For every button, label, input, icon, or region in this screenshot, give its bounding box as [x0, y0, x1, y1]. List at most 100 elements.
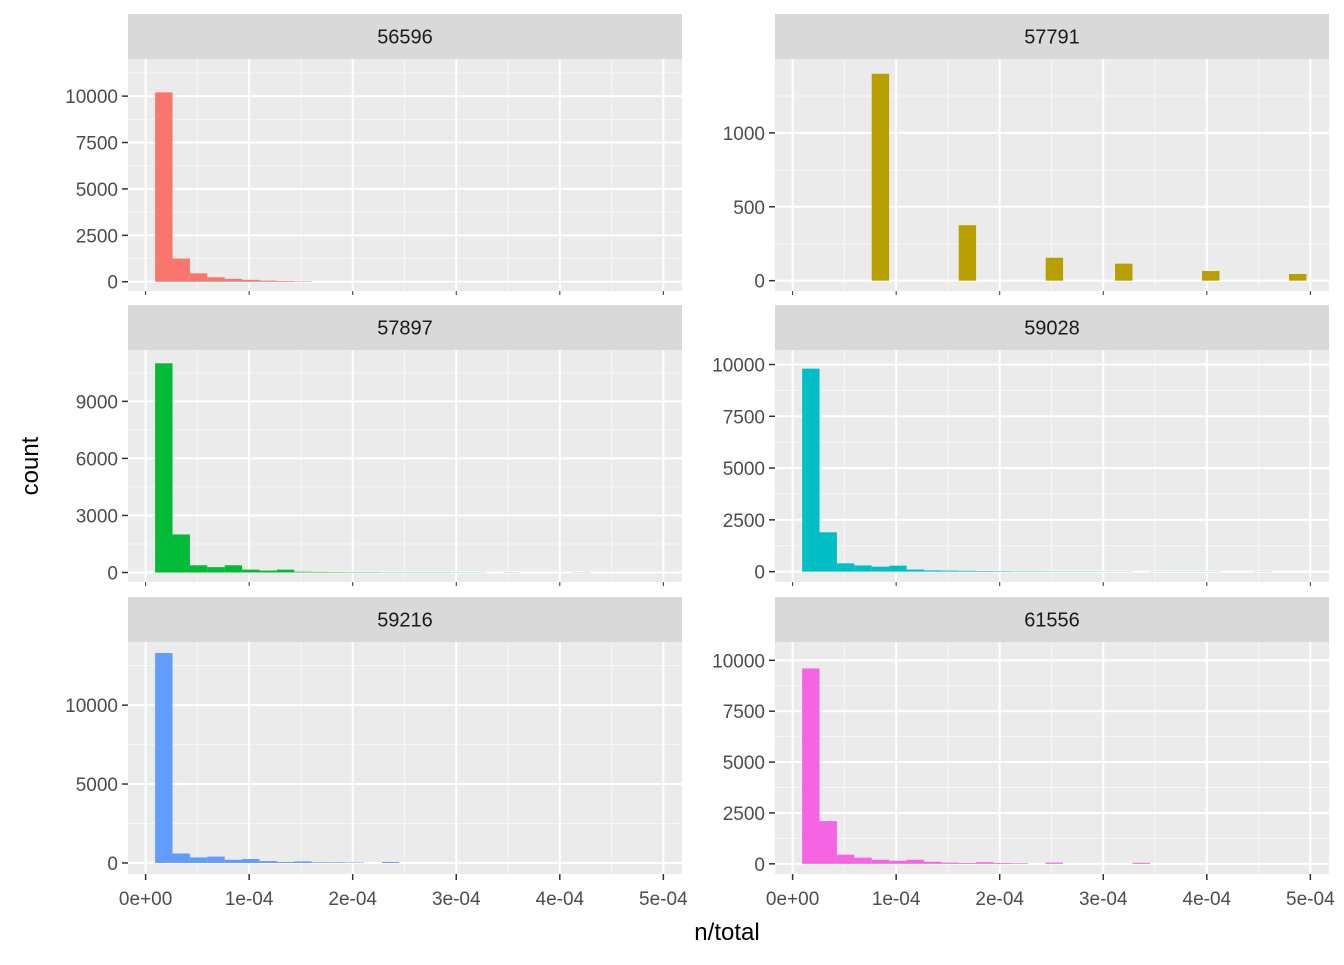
y-tick-label: 2500 — [723, 511, 765, 532]
histogram-bar — [1115, 264, 1132, 281]
y-tick-label: 5000 — [76, 180, 118, 201]
histogram-bar — [277, 570, 294, 573]
histogram-bar — [837, 855, 854, 864]
histogram-bar — [820, 532, 837, 571]
histogram-bar — [837, 563, 854, 571]
panel-background — [128, 350, 682, 582]
histogram-bar — [941, 863, 958, 864]
y-tick-label: 3000 — [76, 506, 118, 527]
histogram-bar — [312, 862, 329, 863]
histogram-bar — [924, 570, 941, 571]
x-tick-label: 1e-04 — [225, 889, 274, 910]
histogram-bar — [382, 862, 399, 863]
histogram-bar — [155, 653, 172, 863]
histogram-bar — [924, 862, 941, 864]
y-tick-label: 5000 — [76, 775, 118, 796]
histogram-bar — [207, 567, 224, 572]
y-tick-label: 7500 — [723, 407, 765, 428]
histogram-bar — [173, 853, 190, 862]
histogram-bar — [1011, 863, 1028, 864]
x-tick-label: 0e+00 — [766, 889, 819, 910]
histogram-bar — [976, 571, 993, 572]
y-tick-label: 2500 — [76, 226, 118, 247]
panel-background — [775, 59, 1329, 291]
panel-background — [128, 59, 682, 291]
panel-background — [128, 642, 682, 874]
histogram-bar — [1133, 863, 1150, 864]
histogram-bar — [959, 571, 976, 572]
x-tick-label: 3e-04 — [432, 889, 481, 910]
y-tick-label: 5000 — [723, 753, 765, 774]
histogram-bar — [802, 668, 819, 863]
histogram-bar — [872, 74, 889, 281]
histogram-bar — [242, 570, 259, 573]
histogram-bar — [941, 571, 958, 572]
y-axis-title: count — [17, 436, 44, 495]
y-tick-label: 10000 — [712, 356, 765, 377]
histogram-bar — [959, 863, 976, 864]
histogram-bar — [889, 566, 906, 572]
x-tick-label: 1e-04 — [872, 889, 921, 910]
histogram-bar — [225, 565, 242, 572]
facet-strip-label: 57897 — [377, 318, 433, 340]
histogram-bar — [242, 280, 259, 282]
histogram-bar — [225, 279, 242, 282]
histogram-bar — [872, 567, 889, 572]
y-tick-label: 7500 — [723, 702, 765, 723]
histogram-bar — [993, 863, 1010, 864]
histogram-bar — [190, 273, 207, 281]
y-tick-label: 6000 — [76, 449, 118, 470]
histogram-bar — [260, 571, 277, 573]
histogram-bar — [155, 363, 172, 572]
facet-strip-label: 59028 — [1024, 318, 1080, 340]
histogram-bar — [889, 861, 906, 864]
x-tick-label: 2e-04 — [975, 889, 1024, 910]
x-tick-label: 0e+00 — [119, 889, 172, 910]
y-tick-label: 10000 — [65, 696, 118, 717]
histogram-bar — [820, 821, 837, 864]
y-tick-label: 2500 — [723, 804, 765, 825]
histogram-bar — [207, 277, 224, 281]
panel-background — [775, 350, 1329, 582]
histogram-bar — [260, 281, 277, 282]
histogram-bar — [802, 369, 819, 572]
x-tick-label: 3e-04 — [1079, 889, 1128, 910]
histogram-bar — [294, 861, 311, 863]
x-tick-label: 4e-04 — [536, 889, 585, 910]
y-tick-label: 0 — [107, 563, 118, 584]
x-axis-title: n/total — [694, 919, 759, 946]
histogram-bar — [1202, 271, 1219, 281]
histogram-bar — [155, 92, 172, 281]
histogram-bar — [907, 570, 924, 572]
histogram-bar — [854, 858, 871, 864]
histogram-bar — [173, 259, 190, 282]
facet-strip-label: 57791 — [1024, 27, 1080, 49]
histogram-bar — [225, 860, 242, 863]
histogram-bar — [959, 225, 976, 280]
panel-background — [775, 642, 1329, 874]
x-tick-label: 4e-04 — [1183, 889, 1232, 910]
y-tick-label: 5000 — [723, 459, 765, 480]
x-tick-label: 5e-04 — [1286, 889, 1335, 910]
facet-strip-label: 61556 — [1024, 610, 1080, 632]
histogram-bar — [329, 862, 346, 863]
x-tick-label: 5e-04 — [639, 889, 688, 910]
y-tick-label: 500 — [733, 198, 765, 219]
histogram-bar — [976, 862, 993, 864]
y-tick-label: 10000 — [65, 87, 118, 108]
histogram-bar — [190, 565, 207, 572]
y-tick-label: 0 — [754, 563, 765, 584]
y-tick-label: 0 — [754, 855, 765, 876]
x-tick-label: 2e-04 — [328, 889, 377, 910]
y-tick-label: 7500 — [76, 134, 118, 155]
histogram-bar — [294, 572, 311, 573]
histogram-bar — [242, 859, 259, 863]
facet-strip-label: 59216 — [377, 610, 433, 632]
histogram-bar — [190, 857, 207, 863]
